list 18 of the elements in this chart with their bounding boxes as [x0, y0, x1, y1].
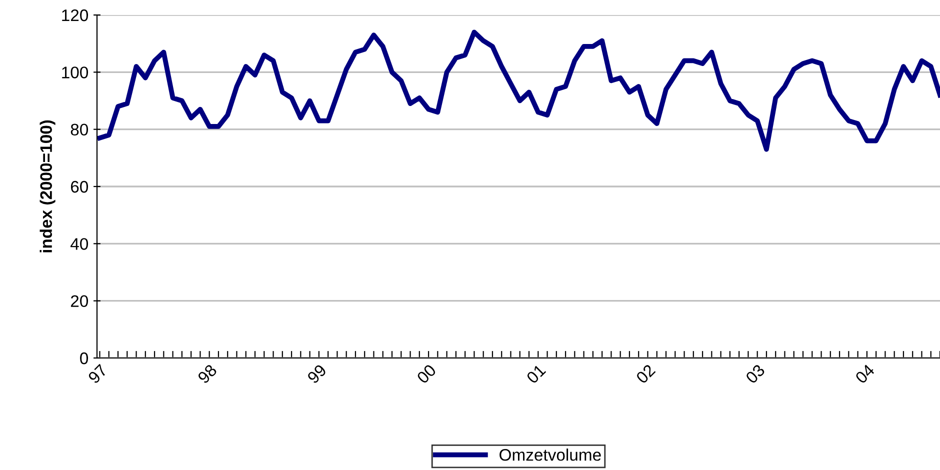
y-tick-label: 40: [70, 238, 88, 250]
y-tick-label: 20: [70, 295, 88, 308]
x-tick-label: 02: [635, 364, 656, 384]
y-tick-label: 60: [70, 180, 88, 193]
y-tick-label: 120: [62, 9, 88, 22]
y-axis-title: index (2000=100): [40, 120, 56, 252]
line-series: [97, 30, 940, 152]
x-tick-label: 00: [416, 364, 437, 384]
y-tick-label: 100: [62, 66, 88, 78]
legend-label: Omzetvolume: [500, 448, 601, 461]
x-tick-label: 97: [87, 364, 108, 384]
x-tick-label: 04: [854, 364, 876, 384]
y-tick-label: 80: [70, 124, 88, 136]
x-tick-label: 01: [526, 364, 546, 384]
x-tick-label: 99: [306, 364, 328, 384]
x-tick-label: 03: [745, 364, 766, 384]
x-tick-label: 98: [197, 364, 218, 384]
y-tick-label: 0: [80, 352, 88, 364]
